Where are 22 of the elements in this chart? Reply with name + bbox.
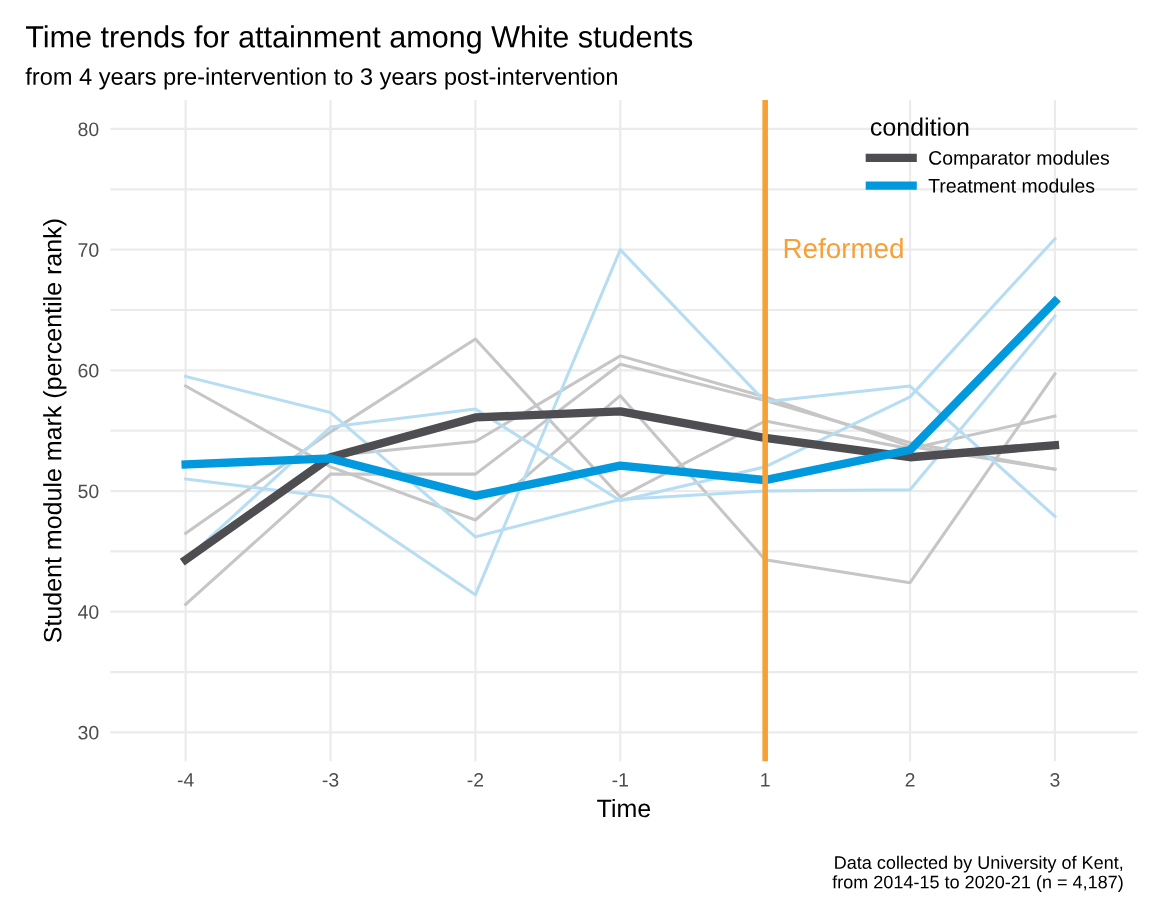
y-tick-label: 60: [78, 363, 99, 378]
x-tick-label: 2: [905, 772, 915, 787]
ref-line-label: Reformed: [784, 237, 903, 259]
legend-label: Comparator modules: [929, 150, 1110, 169]
chart-title: Time trends for attainment among White students: [25, 25, 693, 54]
y-tick-label: 70: [78, 243, 99, 257]
y-tick-label: 80: [78, 122, 99, 137]
chart-subtitle: from 4 years pre-intervention to 3 years post-intervention: [25, 67, 617, 90]
x-axis-title: Time: [597, 798, 651, 818]
x-tick-label: -1: [612, 773, 628, 787]
y-tick-label: 50: [78, 484, 99, 499]
x-tick-label: -3: [322, 772, 339, 787]
x-tick-label: -4: [177, 773, 194, 787]
text: Data collected by University of Kent, from 2014-15 to 2020-21 (n = 4,187): [832, 855, 1123, 892]
x-tick-label: 1: [761, 773, 770, 787]
x-tick-label: -2: [467, 772, 484, 787]
y-tick-label: 40: [78, 605, 99, 619]
legend-title: condition: [870, 117, 969, 136]
y-axis-title: Student module mark (percentile rank): [43, 219, 67, 643]
x-tick-label: 3: [1050, 772, 1060, 787]
y-tick-label: 30: [78, 725, 99, 740]
legend-label: Treatment modules: [928, 178, 1095, 193]
